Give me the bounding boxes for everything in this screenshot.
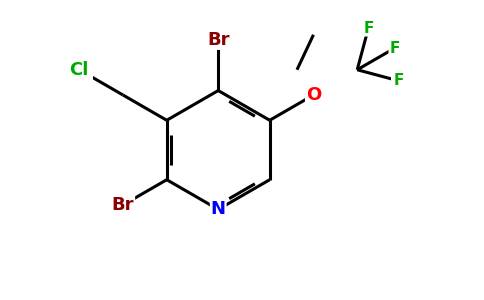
Text: N: N xyxy=(211,200,226,218)
Text: Cl: Cl xyxy=(70,61,89,79)
Text: Br: Br xyxy=(112,196,134,214)
Text: F: F xyxy=(389,41,400,56)
Text: F: F xyxy=(393,74,404,88)
Text: F: F xyxy=(363,21,374,36)
Text: Br: Br xyxy=(207,31,229,49)
Text: O: O xyxy=(306,86,321,104)
